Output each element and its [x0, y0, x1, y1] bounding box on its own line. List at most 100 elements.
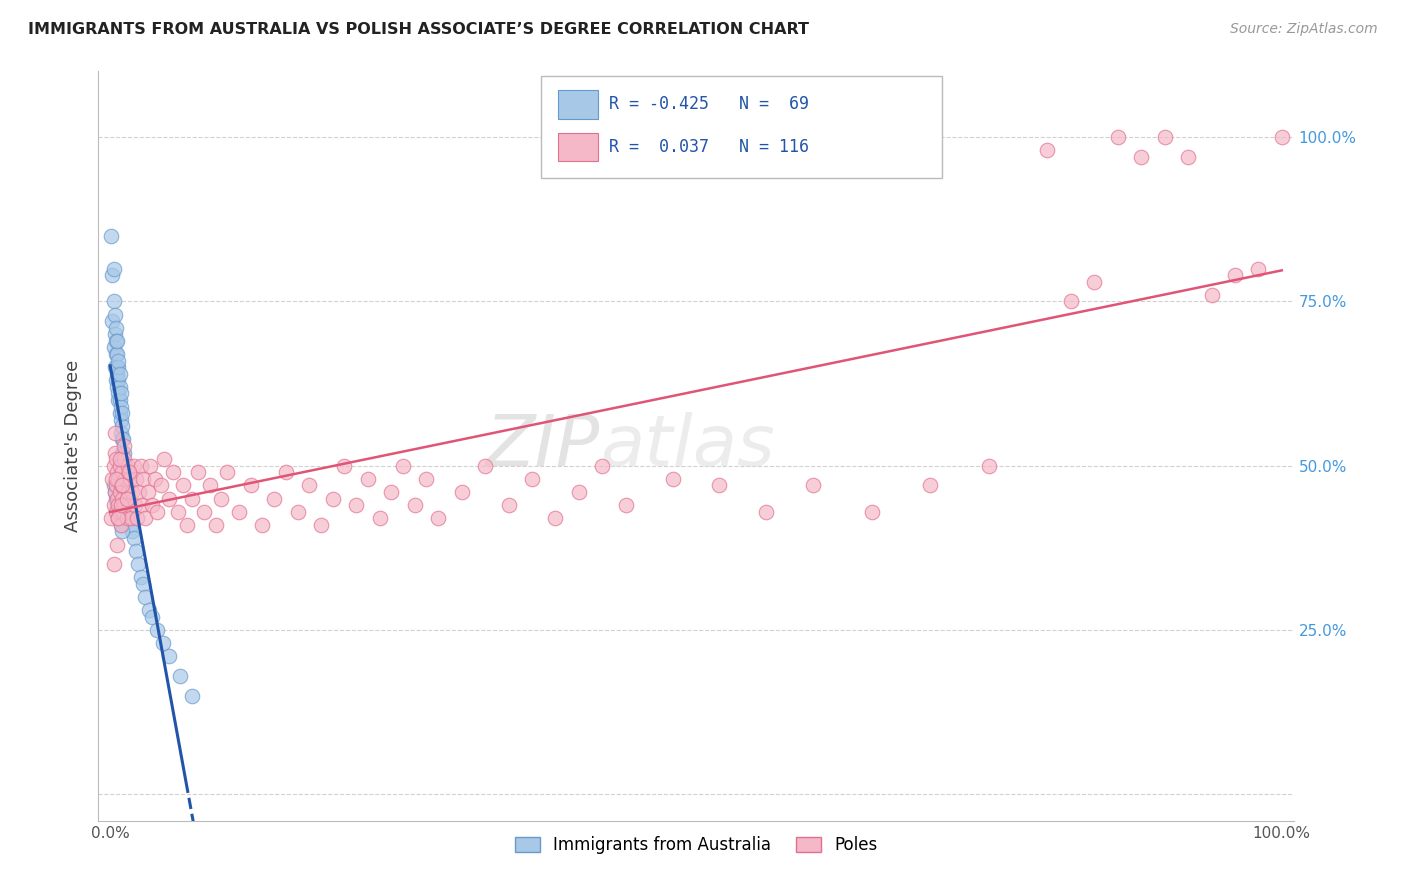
Point — [103, 498, 125, 512]
Point — [977, 458, 1000, 473]
Text: ZIP: ZIP — [486, 411, 600, 481]
Point — [101, 472, 124, 486]
Point — [132, 577, 155, 591]
Point — [120, 511, 141, 525]
Point — [103, 558, 125, 572]
Point — [104, 445, 127, 459]
Point — [860, 505, 883, 519]
Point — [114, 458, 136, 473]
Point — [105, 505, 128, 519]
Point — [110, 386, 132, 401]
Point — [105, 491, 128, 506]
Point — [105, 538, 128, 552]
Point — [108, 485, 131, 500]
Point — [105, 472, 128, 486]
Point — [1271, 130, 1294, 145]
Point — [103, 478, 125, 492]
Point — [153, 452, 176, 467]
Point — [112, 452, 135, 467]
Point — [167, 505, 190, 519]
Point — [118, 465, 141, 479]
Point — [568, 485, 591, 500]
Point — [104, 308, 127, 322]
Point — [1083, 275, 1105, 289]
Point — [103, 340, 125, 354]
Point — [132, 472, 155, 486]
Point — [111, 478, 134, 492]
Point — [344, 498, 367, 512]
Point — [138, 603, 160, 617]
Point — [143, 472, 166, 486]
Point — [1177, 150, 1199, 164]
Point — [129, 570, 152, 584]
Point — [801, 478, 824, 492]
Point — [105, 334, 128, 348]
Point — [104, 360, 127, 375]
Point — [127, 558, 149, 572]
Point — [108, 380, 131, 394]
Point — [157, 491, 180, 506]
Point — [1247, 261, 1270, 276]
Point — [120, 472, 141, 486]
Point — [112, 439, 135, 453]
Point — [252, 517, 274, 532]
Point — [357, 472, 380, 486]
Text: R =  0.037   N = 116: R = 0.037 N = 116 — [609, 138, 808, 156]
Point — [110, 517, 132, 532]
Point — [117, 491, 139, 506]
Point — [105, 320, 128, 334]
Point — [108, 458, 131, 473]
Point — [115, 472, 138, 486]
Point — [112, 505, 135, 519]
Point — [105, 347, 128, 361]
Point — [124, 498, 146, 512]
Point — [211, 491, 233, 506]
Point — [141, 610, 163, 624]
Point — [105, 360, 128, 375]
Point — [134, 590, 156, 604]
Point — [228, 505, 250, 519]
Point — [115, 511, 138, 525]
Point — [1036, 143, 1059, 157]
Point — [104, 425, 127, 440]
Point — [112, 458, 135, 473]
Point — [176, 517, 198, 532]
Point — [112, 445, 135, 459]
Point — [128, 485, 150, 500]
Point — [110, 517, 132, 532]
Point — [1060, 294, 1083, 309]
Point — [108, 511, 131, 525]
Point — [755, 505, 778, 519]
Point — [107, 392, 129, 407]
Point — [544, 511, 567, 525]
Point — [105, 465, 128, 479]
Point — [103, 458, 125, 473]
Point — [141, 498, 163, 512]
Point — [125, 472, 148, 486]
Point — [118, 505, 141, 519]
Text: IMMIGRANTS FROM AUSTRALIA VS POLISH ASSOCIATE’S DEGREE CORRELATION CHART: IMMIGRANTS FROM AUSTRALIA VS POLISH ASSO… — [28, 22, 808, 37]
Point — [121, 485, 143, 500]
Point — [107, 505, 129, 519]
Point — [287, 505, 309, 519]
Text: atlas: atlas — [600, 411, 775, 481]
Point — [107, 472, 129, 486]
Point — [100, 511, 122, 525]
Point — [322, 491, 344, 506]
Point — [110, 498, 132, 512]
Point — [114, 485, 136, 500]
Point — [157, 649, 180, 664]
Point — [450, 485, 472, 500]
Point — [111, 419, 134, 434]
Point — [108, 452, 131, 467]
Point — [1153, 130, 1175, 145]
Point — [146, 623, 169, 637]
Point — [1130, 150, 1153, 164]
Point — [111, 465, 134, 479]
Point — [709, 478, 731, 492]
Point — [105, 505, 128, 519]
Point — [112, 433, 135, 447]
Point — [104, 327, 127, 342]
Point — [107, 353, 129, 368]
Point — [107, 511, 129, 525]
